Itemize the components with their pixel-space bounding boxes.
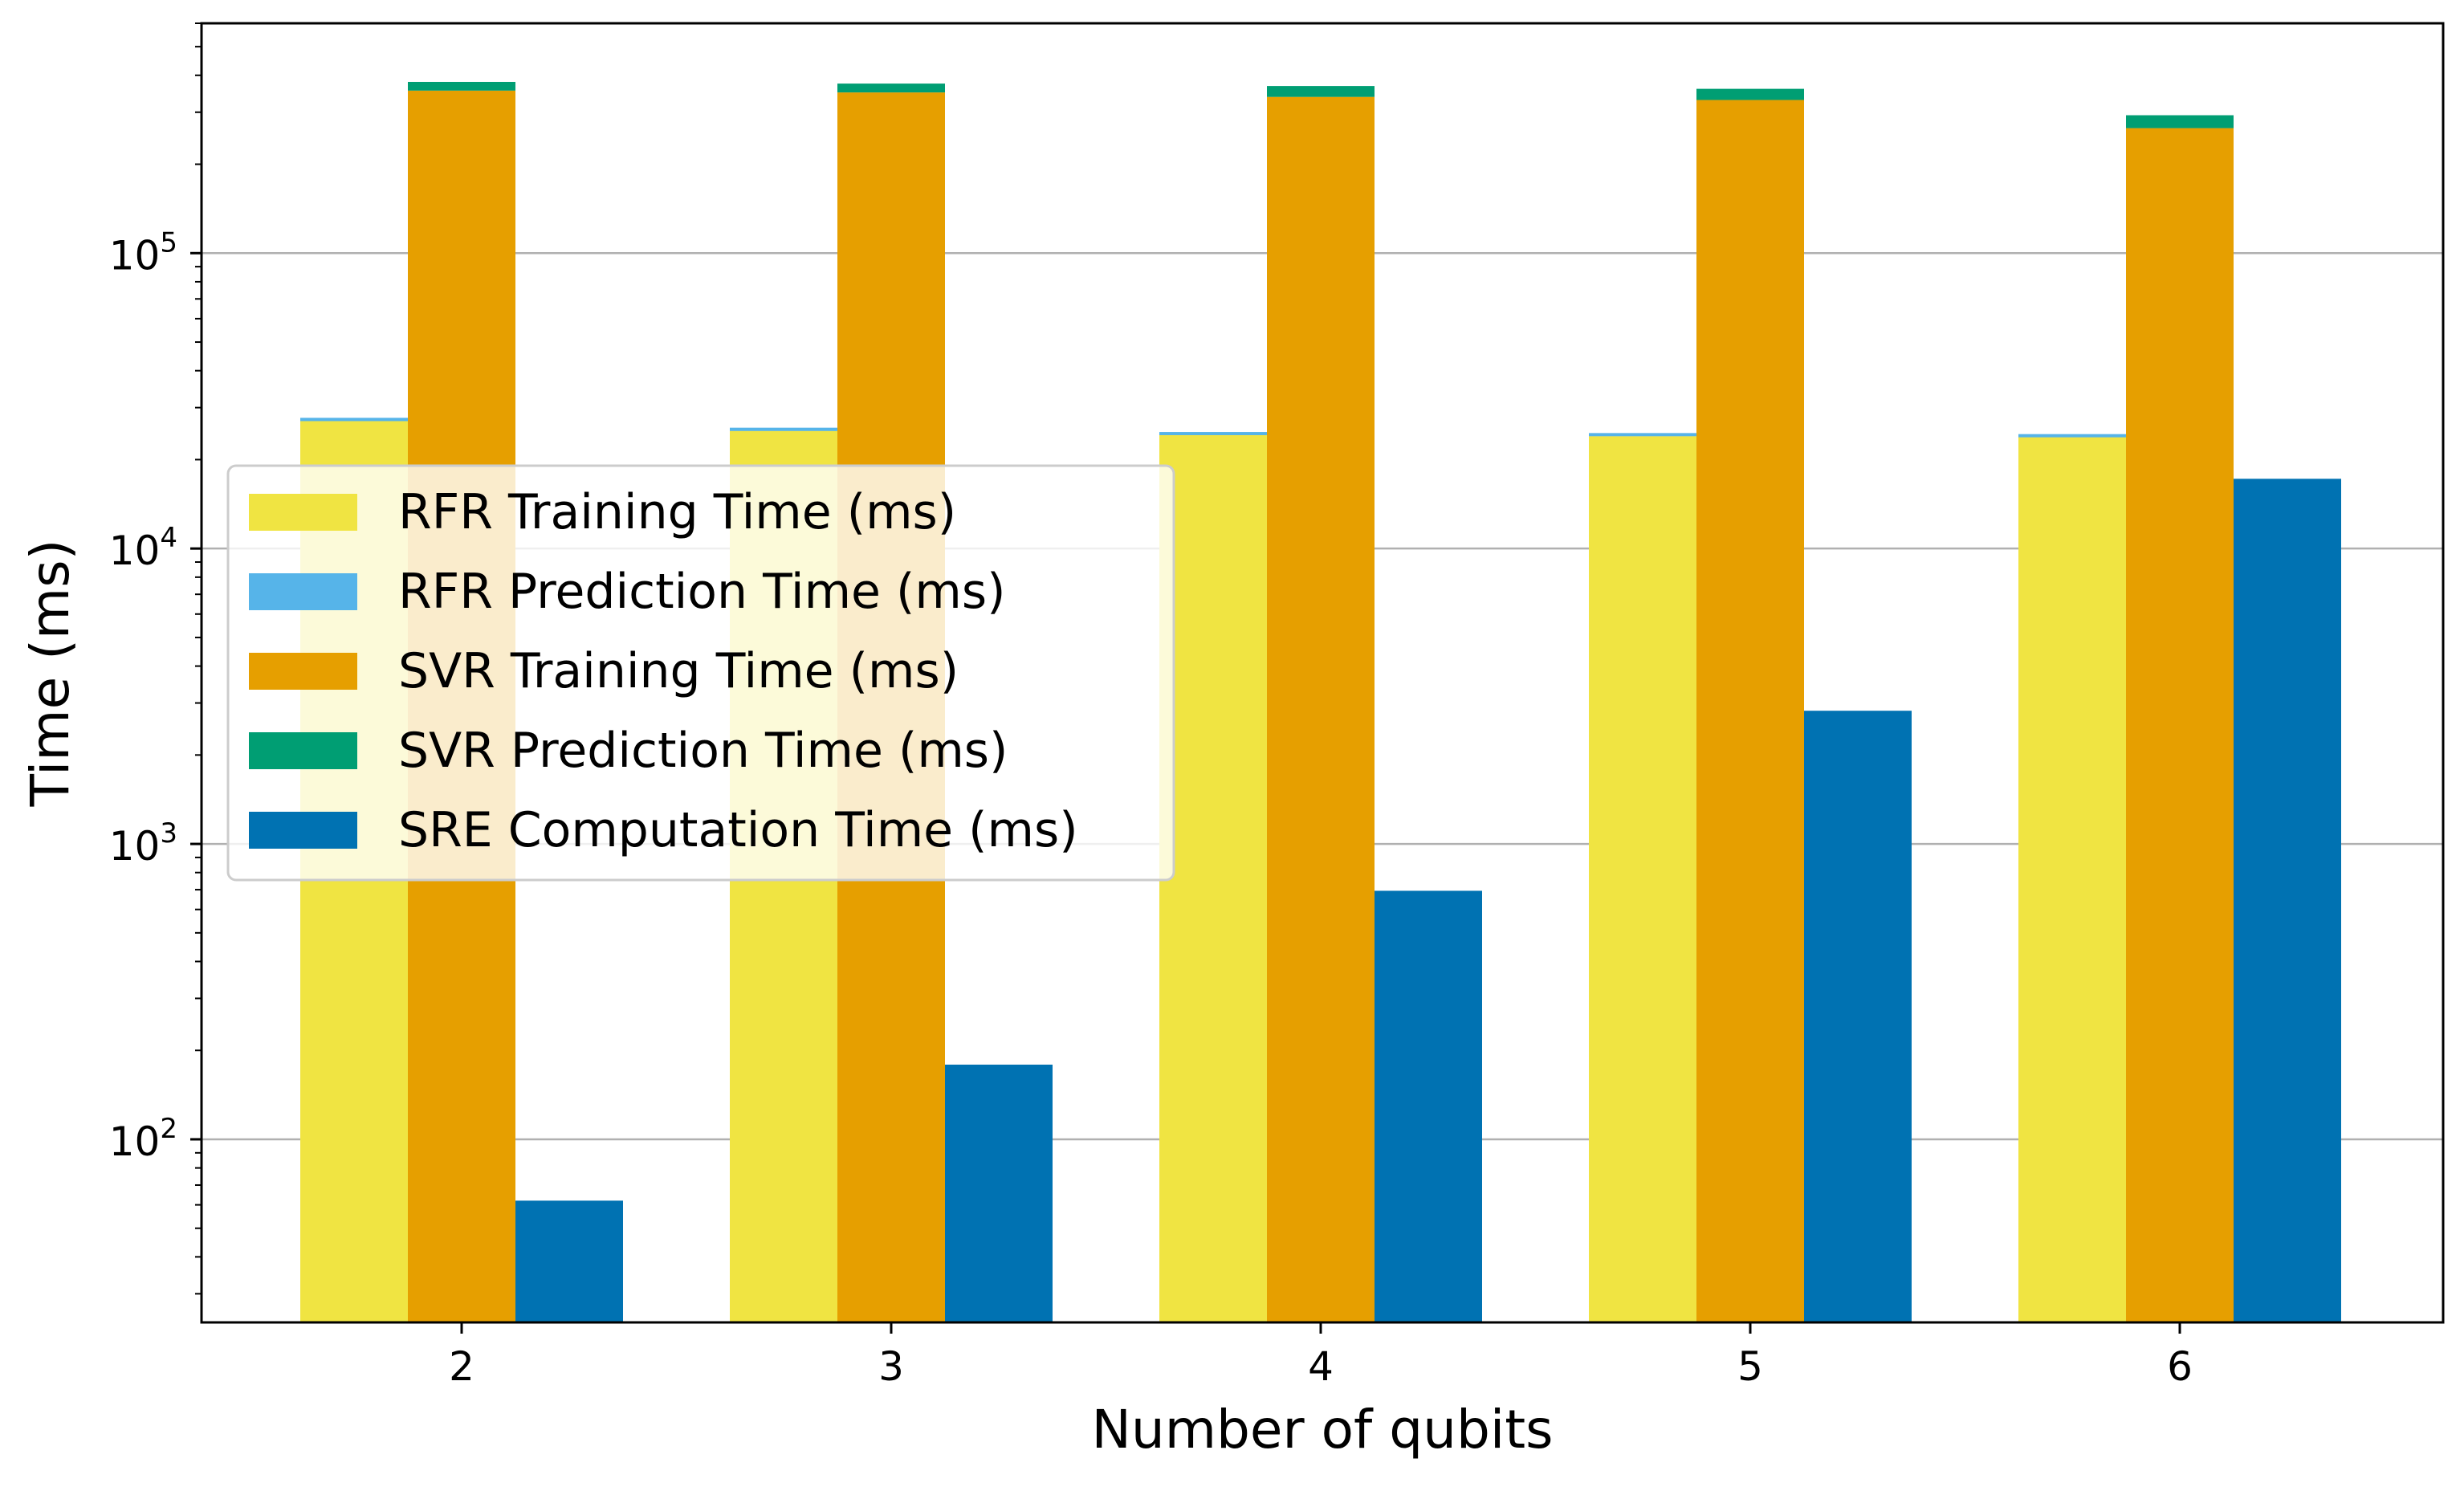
y-tick-label-1000: 103 <box>109 817 177 870</box>
bar-svr-prediction-4 <box>1267 86 1375 97</box>
y-tick-label-100000: 105 <box>109 226 177 279</box>
bar-svr-prediction-3 <box>837 84 945 93</box>
legend-swatch-2 <box>249 653 357 690</box>
bar-sre-computation-4 <box>1375 890 1482 1322</box>
legend-swatch-1 <box>249 573 357 610</box>
bar-rfr-training-6 <box>2018 437 2126 1322</box>
bar-rfr-training-5 <box>1589 436 1696 1322</box>
legend-box <box>226 464 1175 882</box>
x-tick-label-3: 3 <box>878 1343 904 1390</box>
y-axis-label: Time (ms) <box>19 540 81 808</box>
bar-sre-computation-3 <box>945 1064 1053 1322</box>
x-tick-label-6: 6 <box>2167 1343 2193 1390</box>
bar-svr-training-5 <box>1696 100 1804 1323</box>
legend-swatch-4 <box>249 812 357 849</box>
bar-rfr-prediction-2 <box>300 418 408 422</box>
legend-swatch-0 <box>249 494 357 531</box>
legend-swatch-3 <box>249 732 357 769</box>
x-tick-label-2: 2 <box>449 1343 474 1390</box>
bar-svr-training-6 <box>2126 128 2234 1322</box>
bar-rfr-prediction-3 <box>730 427 837 431</box>
bar-sre-computation-2 <box>515 1200 623 1322</box>
bar-svr-prediction-5 <box>1696 88 1804 100</box>
x-tick-label-5: 5 <box>1737 1343 1763 1390</box>
bar-sre-computation-5 <box>1804 711 1912 1322</box>
y-tick-label-10000: 104 <box>109 522 177 574</box>
bar-sre-computation-6 <box>2234 479 2341 1322</box>
bar-rfr-training-4 <box>1159 434 1267 1322</box>
x-axis-ticks: 2 3 4 5 6 <box>449 1322 2193 1390</box>
bar-rfr-prediction-5 <box>1589 433 1696 437</box>
y-tick-label-100: 102 <box>109 1113 177 1165</box>
legend: RFR Training Time (ms) RFR Prediction Tim… <box>226 464 1175 882</box>
legend-label-1: RFR Prediction Time (ms) <box>398 564 1006 620</box>
x-tick-label-4: 4 <box>1308 1343 1334 1390</box>
y-axis-ticks: 102 103 104 105 <box>109 22 202 1295</box>
legend-label-0: RFR Training Time (ms) <box>398 484 956 540</box>
bar-svr-prediction-6 <box>2126 115 2234 128</box>
bar-rfr-prediction-4 <box>1159 432 1267 435</box>
plot-frame <box>200 22 2445 1324</box>
legend-label-4: SRE Computation Time (ms) <box>398 802 1078 858</box>
legend-label-2: SVR Training Time (ms) <box>398 643 959 699</box>
x-axis-label: Number of qubits <box>1092 1399 1554 1461</box>
bar-rfr-prediction-6 <box>2018 434 2126 438</box>
legend-label-3: SVR Prediction Time (ms) <box>398 723 1008 779</box>
bar-svr-prediction-2 <box>408 81 515 91</box>
bar-svr-training-4 <box>1267 96 1375 1323</box>
